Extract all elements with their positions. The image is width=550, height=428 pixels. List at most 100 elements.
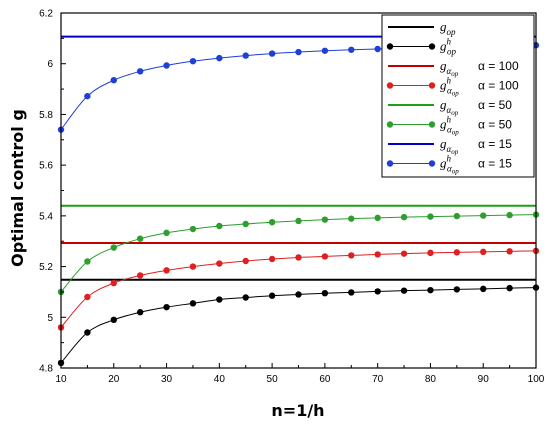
legend-label-g_alpha_op_50: gαop	[440, 97, 459, 117]
legend-label-g_alpha_op_h_50: gh αop	[440, 115, 459, 137]
x-tick-label-70: 70	[372, 374, 384, 385]
x-tick-label-80: 80	[425, 374, 437, 385]
data-point-g_alpha_op_h_100-55	[295, 254, 302, 261]
data-point-g_op_h-20	[110, 316, 117, 324]
legend-marker-left-g_op_h	[386, 43, 394, 50]
data-point-g_alpha_op_h_100-95	[506, 248, 513, 255]
legend-marker-right-g_alpha_op_h_100	[428, 82, 436, 89]
data-point-g_alpha_op_h_15-70	[374, 45, 381, 53]
y-tick-label-6: 6	[47, 59, 53, 70]
data-point-g_alpha_op_h_50-20	[110, 244, 117, 251]
data-point-g_alpha_op_h_100-65	[348, 252, 355, 259]
y-tick-label-6.2: 6.2	[39, 9, 53, 20]
y-tick-label-5.4: 5.4	[39, 211, 53, 222]
data-point-g_op_h-95	[506, 284, 513, 292]
data-point-g_alpha_op_h_50-95	[506, 211, 513, 219]
y-tick-label-5.2: 5.2	[39, 262, 53, 273]
data-point-g_op_h-80	[427, 286, 434, 294]
data-point-g_alpha_op_h_15-20	[110, 76, 117, 84]
data-point-g_alpha_op_h_100-50	[268, 255, 276, 263]
legend-marker-right-g_alpha_op_h_50	[428, 121, 436, 128]
data-point-g_op_h-15	[84, 329, 91, 336]
data-point-g_alpha_op_h_15-65	[348, 46, 355, 53]
data-point-g_alpha_op_h_50-15	[84, 258, 91, 265]
data-point-g_alpha_op_h_100-70	[374, 251, 381, 258]
legend-label-g_alpha_op_100: gαop	[440, 58, 459, 78]
x-tick-label-60: 60	[319, 374, 331, 385]
data-point-g_alpha_op_h_15-35	[189, 57, 197, 65]
x-tick-label-20: 20	[108, 374, 120, 385]
data-point-g_op_h-55	[295, 291, 302, 298]
legend-alpha-g_alpha_op_h_15: α = 15	[478, 157, 512, 171]
data-point-g_alpha_op_h_15-45	[242, 52, 249, 59]
data-point-g_alpha_op_h_15-55	[295, 48, 302, 56]
y-tick-label-4.8: 4.8	[39, 364, 53, 375]
legend-label-g_alpha_op_h_15: gh αop	[440, 154, 459, 176]
legend-alpha-g_alpha_op_50: α = 50	[478, 98, 512, 112]
legend-alpha-g_alpha_op_h_50: α = 50	[478, 118, 512, 132]
data-point-g_alpha_op_h_15-30	[163, 62, 170, 69]
data-point-g_alpha_op_h_100-75	[400, 250, 408, 257]
x-tick-label-100: 100	[528, 374, 545, 385]
x-tick-label-10: 10	[55, 374, 67, 385]
data-point-g_op_h-65	[348, 289, 355, 296]
data-point-g_op_h-45	[242, 294, 249, 301]
data-point-g_alpha_op_h_50-75	[400, 213, 408, 221]
data-point-g_op_h-70	[374, 288, 381, 295]
x-tick-label-90: 90	[478, 374, 490, 385]
data-point-g_alpha_op_h_15-60	[321, 47, 329, 54]
legend-alpha-g_alpha_op_h_100: α = 100	[478, 79, 519, 93]
legend-label-g_alpha_op_15: gαop	[440, 136, 459, 156]
legend-marker-right-g_alpha_op_h_15	[428, 160, 436, 167]
data-point-g_alpha_op_h_100-90	[480, 248, 487, 256]
data-point-g_alpha_op_h_100-30	[163, 267, 170, 274]
data-point-g_op_h-75	[400, 287, 408, 294]
y-tick-label-5.6: 5.6	[39, 161, 53, 172]
legend-label-g_op_h: gh op	[440, 37, 457, 57]
data-point-g_alpha_op_h_100-35	[189, 263, 197, 270]
data-point-g_alpha_op_h_15-40	[216, 54, 223, 62]
data-point-g_alpha_op_h_15-15	[84, 92, 91, 100]
legend-box	[381, 14, 535, 178]
data-point-g_alpha_op_h_100-45	[242, 257, 249, 265]
data-point-g_alpha_op_h_50-85	[453, 212, 461, 220]
data-point-g_op_h-60	[321, 289, 329, 297]
x-axis-title: n=1/h	[271, 401, 324, 420]
data-point-g_alpha_op_h_100-20	[110, 279, 117, 287]
legend-marker-right-g_op_h	[428, 43, 436, 50]
data-point-g_alpha_op_h_100-15	[84, 293, 91, 301]
data-point-g_alpha_op_h_50-45	[242, 220, 249, 228]
data-point-g_alpha_op_h_50-65	[348, 215, 355, 222]
data-point-g_alpha_op_h_50-70	[374, 214, 381, 222]
y-tick-label-5: 5	[47, 313, 53, 324]
data-point-g_alpha_op_h_100-60	[321, 253, 329, 260]
legend-alpha-g_alpha_op_100: α = 100	[478, 59, 519, 73]
x-tick-label-50: 50	[267, 374, 279, 385]
data-point-g_op_h-90	[480, 285, 487, 293]
data-point-g_op_h-35	[189, 300, 197, 307]
data-point-g_op_h-50	[268, 292, 276, 299]
legend-marker-left-g_alpha_op_h_50	[386, 121, 394, 128]
data-point-g_alpha_op_h_50-55	[295, 217, 302, 225]
data-point-g_alpha_op_h_50-50	[268, 218, 276, 226]
legend-label-g_op: gop	[440, 19, 456, 37]
data-point-g_alpha_op_h_50-25	[136, 235, 144, 242]
series-curve-g_op_h	[60, 287, 537, 364]
y-tick-label-5.8: 5.8	[39, 110, 53, 121]
data-point-g_alpha_op_h_100-25	[136, 272, 144, 279]
data-point-g_op_h-85	[453, 286, 461, 293]
data-point-g_alpha_op_h_100-40	[216, 260, 223, 267]
data-point-g_op_h-25	[136, 309, 144, 316]
legend-marker-left-g_alpha_op_h_15	[386, 160, 394, 167]
data-point-g_alpha_op_h_15-25	[136, 68, 144, 75]
data-point-g_alpha_op_h_50-30	[163, 229, 170, 237]
data-point-g_alpha_op_h_50-35	[189, 225, 197, 233]
data-point-g_alpha_op_h_50-40	[216, 222, 223, 230]
data-point-g_alpha_op_h_15-50	[268, 50, 276, 57]
data-point-g_alpha_op_h_100-85	[453, 249, 461, 256]
x-tick-label-30: 30	[161, 374, 173, 385]
axes: 10 20 30 40 50 60 70 80 90 100 4.8 5 5.2 5.4 5.6 5.8 6 6.…	[39, 9, 545, 386]
data-point-g_op_h-40	[216, 296, 223, 303]
